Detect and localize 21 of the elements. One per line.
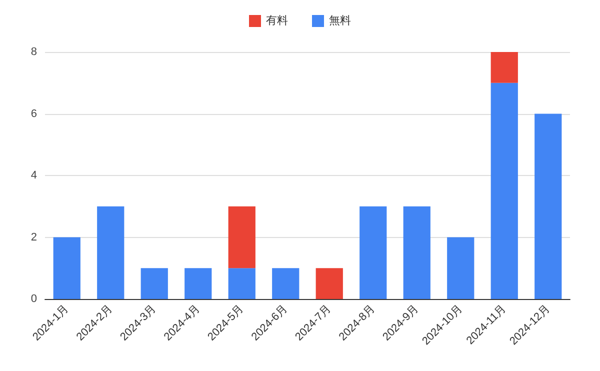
bar [490, 52, 518, 83]
y-tick-label: 8 [30, 46, 37, 58]
bar [184, 268, 212, 299]
y-tick-label: 4 [30, 170, 37, 182]
legend-label: 有料 [266, 14, 288, 27]
bar [272, 268, 300, 299]
bar [490, 82, 518, 299]
bar [140, 268, 168, 299]
bar [316, 268, 343, 299]
bar [228, 268, 256, 299]
legend-label: 無料 [329, 14, 351, 27]
bar [53, 237, 80, 299]
bar [97, 206, 124, 299]
bar [403, 206, 430, 299]
bar [360, 206, 387, 299]
y-tick-label: 0 [30, 293, 37, 305]
bar [228, 206, 256, 268]
y-tick-label: 6 [30, 108, 37, 120]
y-tick-label: 2 [30, 231, 37, 244]
bar [534, 114, 562, 299]
bar [447, 237, 474, 299]
